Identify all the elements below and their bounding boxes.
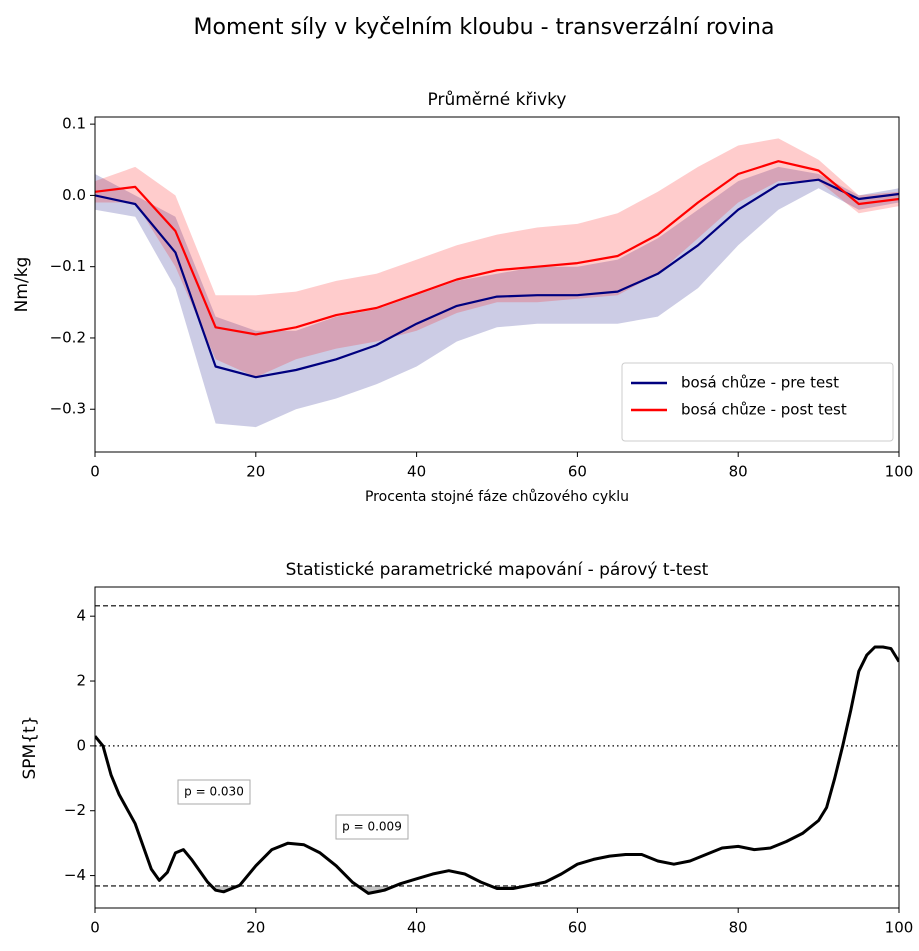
y-tick-label: 0.1 [62, 115, 86, 133]
x-tick-label: 100 [885, 463, 914, 481]
annotation: p = 0.030 [184, 785, 244, 799]
chart-title: Průměrné křivky [428, 90, 567, 110]
x-axis-label: Procenta stojné fáze chůzového cyklu [365, 489, 629, 505]
x-tick-label: 80 [729, 463, 748, 481]
x-tick-label: 60 [568, 463, 587, 481]
y-tick-label: 4 [76, 607, 86, 625]
x-tick-label: 40 [407, 463, 426, 481]
x-tick-label: 100 [885, 919, 914, 937]
band [95, 138, 899, 378]
x-tick-label: 20 [246, 463, 265, 481]
x-tick-label: 0 [90, 463, 100, 481]
series-line [95, 645, 899, 895]
legend-label: bosá chůze - post test [681, 401, 847, 419]
plot-area [95, 138, 899, 428]
series-line [95, 178, 899, 379]
y-axis-label: SPM{t} [20, 715, 40, 779]
x-tick-label: 0 [90, 919, 100, 937]
y-tick-label: −2 [64, 801, 86, 819]
y-tick-label: −4 [64, 866, 86, 884]
y-tick-label: −0.3 [50, 400, 86, 418]
x-tick-label: 20 [246, 919, 265, 937]
legend-box [621, 362, 894, 442]
x-tick-label: 60 [568, 919, 587, 937]
chart-title: Statistické parametrické mapování - páro… [286, 560, 709, 580]
y-tick-label: −0.1 [50, 257, 86, 275]
annotation: p = 0.009 [342, 820, 402, 834]
y-axis-label: Nm/kg [12, 257, 32, 313]
annotation-box [335, 814, 409, 840]
axes-frame [94, 586, 900, 909]
plot-area [95, 605, 899, 895]
series-line [95, 160, 899, 336]
x-tick-label: 80 [729, 919, 748, 937]
y-tick-label: −0.2 [50, 328, 86, 346]
y-tick-label: 0 [76, 736, 86, 754]
legend-label: bosá chůze - pre test [681, 374, 839, 392]
y-tick-label: 0.0 [62, 186, 86, 204]
y-tick-label: 2 [76, 672, 86, 690]
figure-title: Moment síly v kyčelním kloubu - transver… [194, 15, 775, 40]
x-tick-label: 40 [407, 919, 426, 937]
axes-frame [94, 116, 900, 453]
annotation-box [177, 779, 251, 805]
